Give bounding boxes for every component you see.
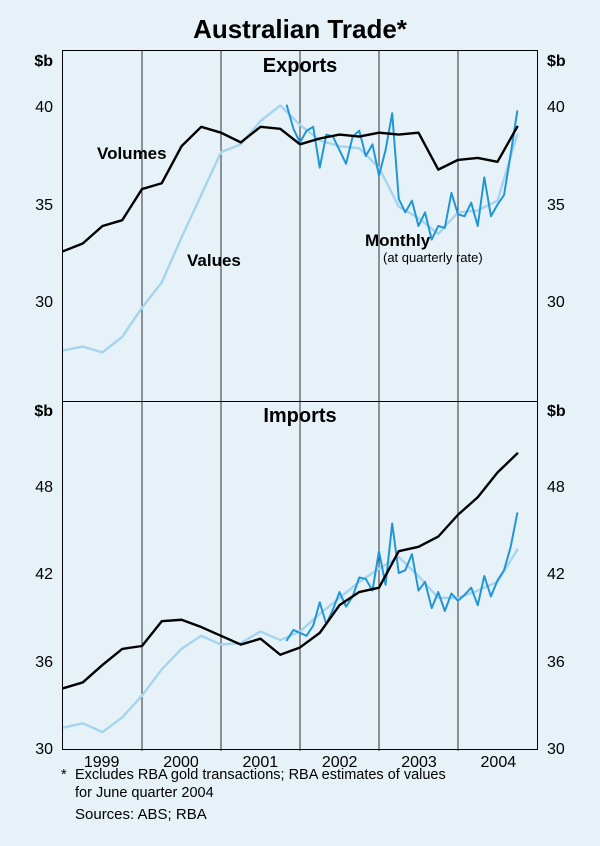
imports-panel: Imports3030363642424848$b$b (63, 401, 537, 751)
imports-volumes-line (63, 454, 517, 689)
xtick-2003: 2003 (401, 754, 437, 772)
footnote-text: Excludes RBA gold transactions; RBA esti… (75, 767, 446, 801)
imports-ytick-l-36: 36 (13, 654, 53, 672)
xtick-2001: 2001 (243, 754, 279, 772)
imports-ytick-r-36: 36 (547, 654, 565, 672)
imports-ytick-r-30: 30 (547, 741, 565, 759)
xtick-2004: 2004 (481, 754, 517, 772)
figure-container: Australian Trade* Exports303035354040$b$… (0, 0, 600, 846)
chart-area: Exports303035354040$b$bVolumesValuesMont… (62, 50, 538, 750)
exports-svg (63, 51, 537, 401)
imports-ytick-l-48: 48 (13, 479, 53, 497)
exports-values-line (63, 105, 517, 352)
exports-ytick-r-40: 40 (547, 99, 565, 117)
imports-ytick-r-48: 48 (547, 479, 565, 497)
exports-ytick-r-30: 30 (547, 294, 565, 312)
xtick-1999: 1999 (84, 754, 120, 772)
imports-ytick-l-42: 42 (13, 566, 53, 584)
exports-ytick-r-35: 35 (547, 197, 565, 215)
xtick-2000: 2000 (163, 754, 199, 772)
exports-label-monthly: Monthly (365, 231, 430, 251)
exports-axis-label-l: $b (13, 53, 53, 71)
imports-values-line (63, 550, 517, 732)
imports-axis-label-l: $b (13, 403, 53, 421)
footnote-star: * (61, 766, 67, 784)
main-title: Australian Trade* (0, 0, 600, 45)
imports-ytick-r-42: 42 (547, 566, 565, 584)
exports-panel: Exports303035354040$b$bVolumesValuesMont… (63, 51, 537, 401)
imports-monthly-line (287, 513, 517, 640)
exports-label-volumes: Volumes (97, 144, 167, 164)
imports-axis-label-r: $b (547, 403, 566, 421)
exports-monthly-line (287, 105, 517, 239)
sources-line: Sources: ABS; RBA (75, 806, 207, 823)
exports-label-values: Values (187, 251, 241, 271)
imports-ytick-l-30: 30 (13, 741, 53, 759)
xtick-2002: 2002 (322, 754, 358, 772)
exports-ytick-l-30: 30 (13, 294, 53, 312)
exports-axis-label-r: $b (547, 53, 566, 71)
exports-label-monthly-sub: (at quarterly rate) (383, 250, 483, 265)
exports-ytick-l-35: 35 (13, 197, 53, 215)
imports-svg (63, 401, 537, 751)
exports-ytick-l-40: 40 (13, 99, 53, 117)
